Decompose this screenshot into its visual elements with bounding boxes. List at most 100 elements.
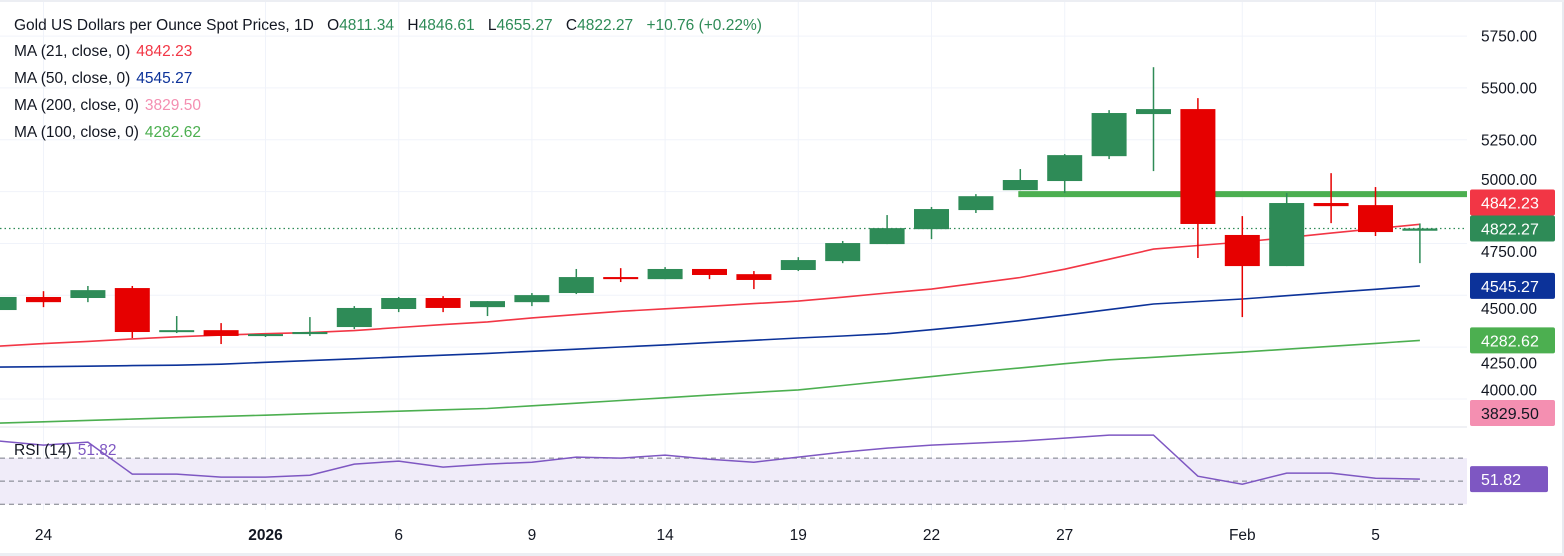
grid [0,0,1467,510]
candle-body [26,296,61,303]
candle-up[interactable] [70,285,106,303]
price-tick-label: 5750.00 [1481,29,1537,46]
candle-body [958,196,994,211]
candle-up[interactable] [248,334,283,337]
candle-body [1002,180,1038,191]
price-label-text: 4842.23 [1481,195,1539,212]
candle-down[interactable] [603,268,639,283]
time-tick-label: 19 [790,527,807,544]
candle-up[interactable] [1269,193,1305,267]
candle-down[interactable] [114,285,150,339]
candle-down[interactable] [1358,187,1393,237]
candle-up[interactable] [470,301,505,317]
candle-up[interactable] [0,296,17,311]
rsi-value: 51.82 [77,442,117,459]
candles [0,67,1438,345]
low-value: 4655.27 [496,17,553,34]
candle-body [1402,228,1438,231]
candle-up[interactable] [292,317,328,336]
price-label-box [1470,327,1555,354]
candle-body [381,298,417,309]
ma100-legend[interactable]: MA (100, close, 0) 4282.62 [14,123,201,143]
time-tick-label: 27 [1056,527,1073,544]
ma100-value: 4282.62 [144,124,201,141]
rsi-value-label: 51.82 [1470,466,1548,493]
candle-up[interactable] [159,316,195,334]
price-axis[interactable]: 5750.00 5500.00 5250.00 5000.00 4750.00 4500.… [1481,29,1537,400]
candle-up[interactable] [1402,223,1438,264]
candle-body [248,334,283,337]
high-key: H [407,17,419,34]
time-tick-label: 9 [528,527,537,544]
right-border [1562,0,1564,556]
candle-body [825,243,861,262]
ma21-legend[interactable]: MA (21, close, 0) 4842.23 [14,42,192,62]
candle-body [780,260,816,271]
price-label-text: 4545.27 [1481,279,1539,296]
change-value: +10.76 (+0.22%) [646,17,762,34]
horizontal-level-line[interactable] [0,191,1467,230]
candle-down[interactable] [26,291,61,308]
candle-up[interactable] [1136,67,1171,172]
candle-body [1047,155,1083,182]
candle-up[interactable] [647,267,683,280]
ma50-value: 4545.27 [136,70,193,87]
ma50-legend[interactable]: MA (50, close, 0) 4545.27 [14,69,192,89]
candle-body [603,277,639,280]
rsi-legend[interactable]: RSI (14) 51.82 [14,441,117,461]
candle-up[interactable] [780,257,816,272]
price-tick-label: 4500.00 [1481,301,1537,318]
candle-up[interactable] [869,215,905,245]
candle-body [70,290,106,299]
candle-up[interactable] [914,206,949,240]
candle-body [1180,109,1216,224]
candle-up[interactable] [1002,169,1038,191]
candle-down[interactable] [1313,173,1349,224]
candle-up[interactable] [958,194,994,213]
candle-body [1224,234,1260,267]
candle-up[interactable] [558,268,594,295]
candle-up[interactable] [336,306,372,330]
candle-up[interactable] [825,240,861,264]
price-tick-label: 4250.00 [1481,356,1537,373]
candle-down[interactable] [203,323,239,345]
candle-body [159,330,195,333]
candle-body [470,301,505,308]
ma200-price-label: 3829.50 [1470,400,1555,426]
candle-down[interactable] [1224,216,1260,318]
candle-body [736,274,772,280]
candle-body [0,296,17,311]
candle-body [692,268,727,275]
price-label-box [1470,400,1555,426]
close-key: C [565,17,578,34]
candle-up[interactable] [1047,154,1083,194]
price-label-box [1470,272,1555,299]
price-label-box [1470,466,1548,493]
bottom-border [0,553,1564,556]
rsi-line-group [0,434,1420,485]
candle-down[interactable] [425,296,461,313]
price-tick-label: 4750.00 [1481,244,1537,261]
candle-up[interactable] [381,296,417,313]
price-tick-label: 5250.00 [1481,132,1537,149]
close-value: 4822.27 [577,17,634,34]
candle-body [647,268,683,280]
price-label-text: 3829.50 [1481,406,1539,423]
candle-body [869,228,905,245]
candle-up[interactable] [514,293,550,307]
candle-down[interactable] [1180,98,1216,258]
candle-down[interactable] [736,271,772,290]
ma100-line [0,339,1420,424]
candle-body [1091,113,1127,157]
candle-up[interactable] [1091,110,1127,160]
time-axis[interactable]: 24 2026 6 9 14 19 22 27 Feb 5 [35,527,1380,544]
high-value: 4846.61 [418,17,475,34]
candle-body [1269,203,1305,267]
candle-body [292,332,328,335]
top-border [0,0,1564,2]
candle-down[interactable] [692,268,727,280]
time-tick-label: 24 [35,527,53,544]
rsi-line [0,434,1420,485]
ma200-legend[interactable]: MA (200, close, 0) 3829.50 [14,96,201,116]
